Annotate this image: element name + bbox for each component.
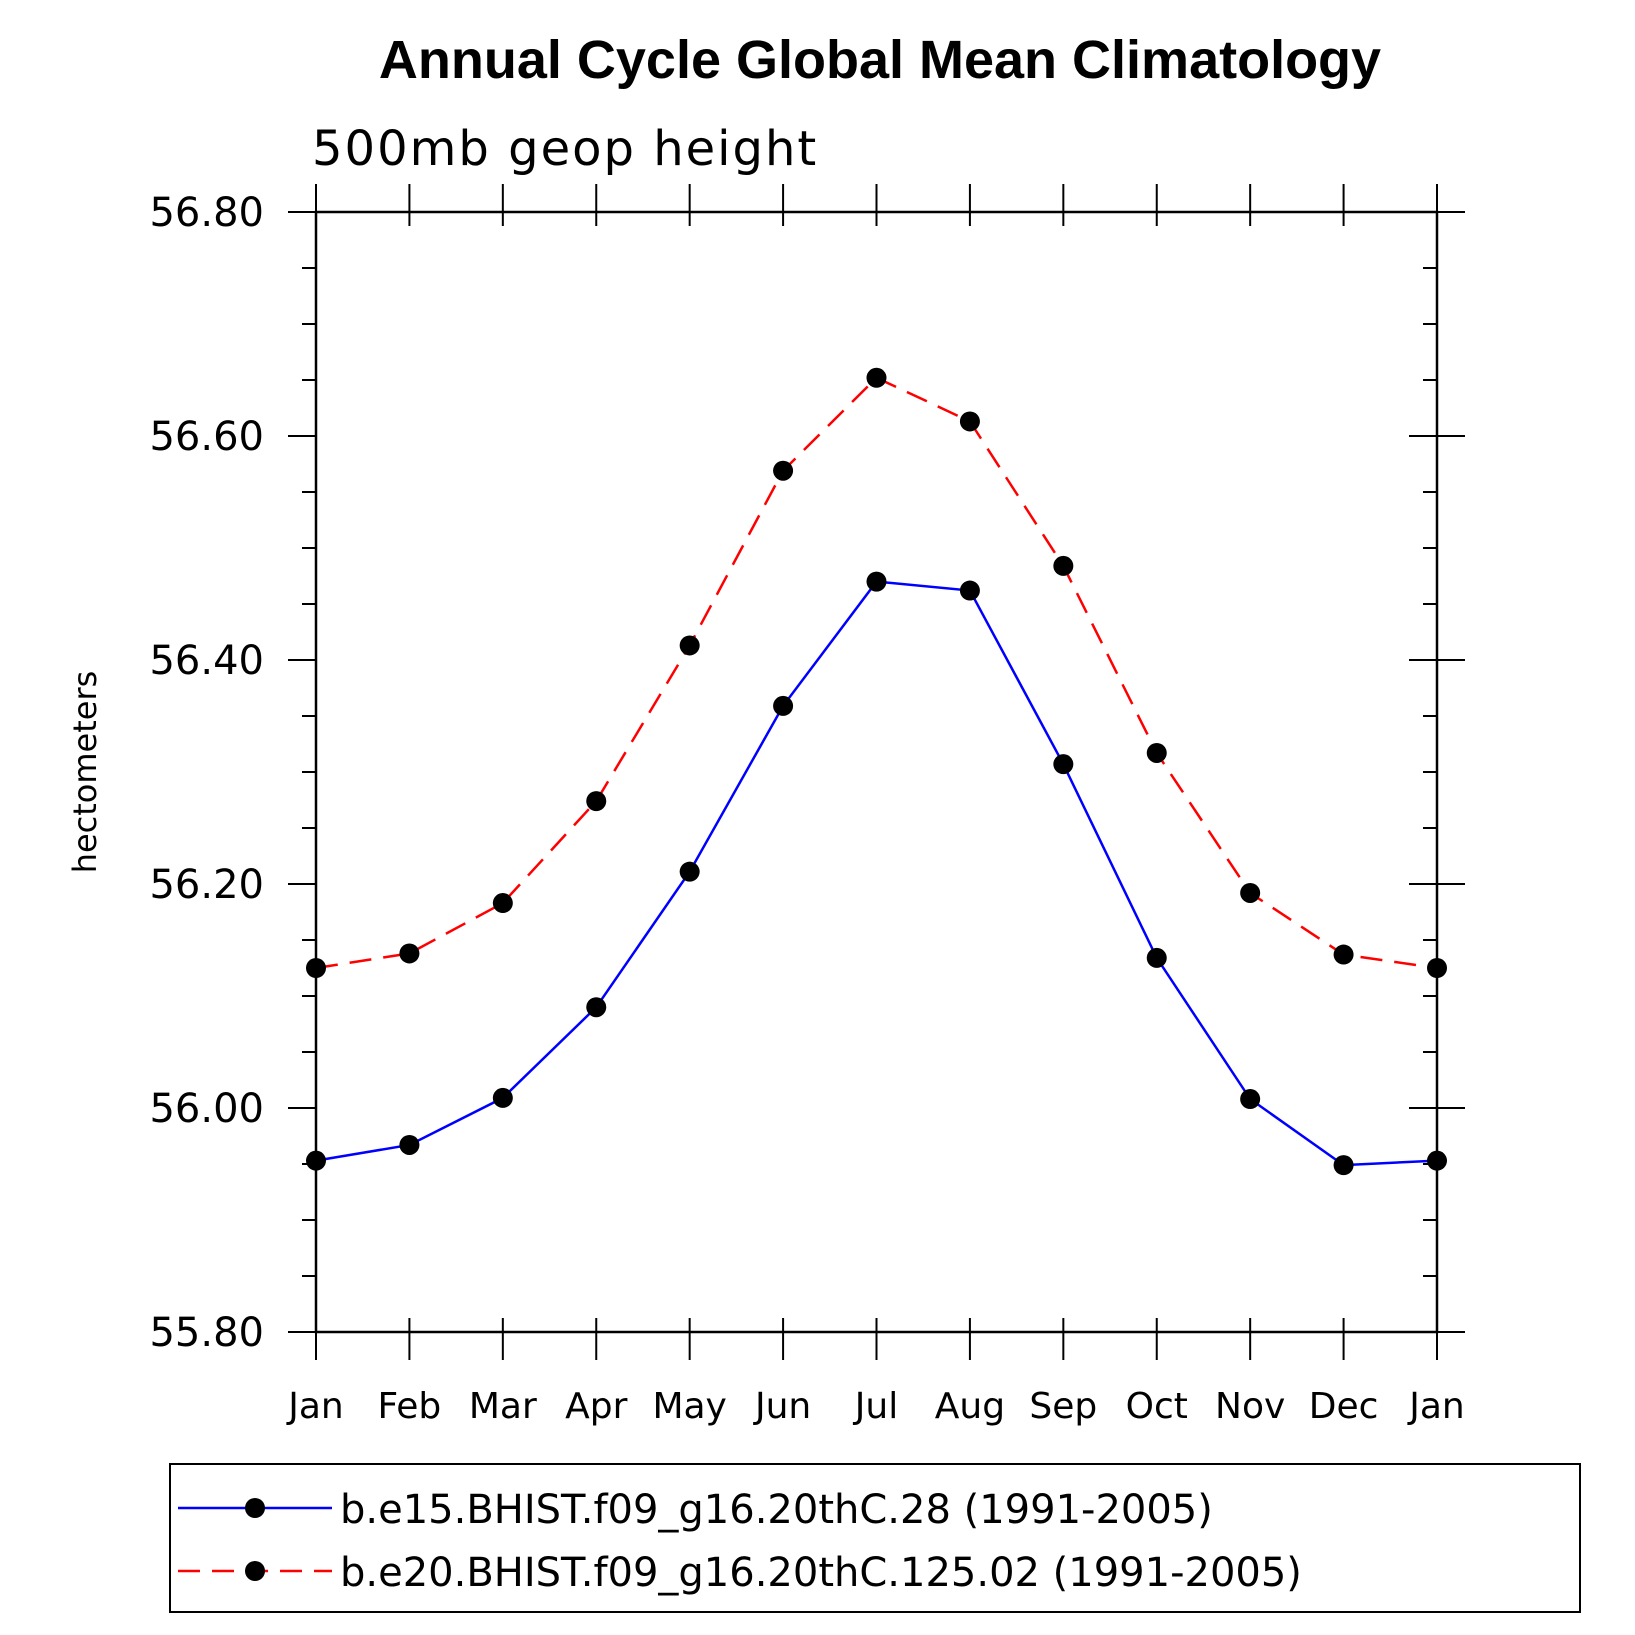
y-tick-label: 56.40 — [149, 638, 264, 684]
y-axis-label: hectometers — [66, 671, 104, 874]
data-point — [959, 580, 980, 601]
series-1 — [306, 571, 1447, 1176]
y-tick-label: 55.80 — [149, 1310, 264, 1356]
x-tick-label: Jul — [853, 1386, 898, 1427]
y-tick-label: 56.80 — [149, 190, 264, 236]
data-point — [959, 411, 980, 432]
data-point — [773, 695, 794, 716]
x-tick-label: Dec — [1309, 1386, 1379, 1427]
data-point — [586, 997, 607, 1018]
data-point — [679, 861, 700, 882]
chart-subtitle: 500mb geop height — [312, 121, 818, 177]
data-point — [1427, 958, 1447, 978]
data-point — [399, 943, 420, 964]
data-point — [306, 1150, 326, 1171]
data-point — [866, 571, 887, 592]
data-point — [866, 367, 887, 388]
x-tick-label: May — [652, 1386, 726, 1427]
data-point — [1146, 742, 1167, 763]
legend-marker-2 — [245, 1561, 265, 1581]
legend-box — [169, 1463, 1581, 1613]
data-point — [1053, 555, 1074, 576]
data-point — [1240, 1089, 1261, 1110]
series-layer — [306, 367, 1447, 1176]
legend-label-1: b.e15.BHIST.f09_g16.20thC.28 (1991-2005) — [340, 1487, 1213, 1533]
x-tick-label: Mar — [469, 1386, 537, 1427]
data-point — [1333, 944, 1354, 965]
y-tick-label: 56.60 — [149, 414, 264, 460]
x-tick-label: Jan — [286, 1386, 344, 1427]
legend-marker-1 — [245, 1498, 265, 1518]
series-2 — [306, 367, 1447, 978]
data-point — [586, 791, 607, 812]
x-tick-label: Jun — [753, 1386, 811, 1427]
x-tick-label: Aug — [935, 1386, 1005, 1427]
data-point — [306, 958, 326, 978]
data-point — [1240, 882, 1261, 903]
data-point — [773, 460, 794, 481]
chart-title: Annual Cycle Global Mean Climatology — [379, 30, 1381, 90]
x-tick-label: Jan — [1407, 1386, 1465, 1427]
legend: b.e15.BHIST.f09_g16.20thC.28 (1991-2005)… — [169, 1463, 1581, 1613]
data-point — [492, 893, 513, 914]
series-line — [315, 376, 1438, 970]
x-tick-label: Sep — [1029, 1386, 1097, 1427]
data-point — [399, 1134, 420, 1155]
data-point — [1053, 754, 1074, 775]
legend-label-2: b.e20.BHIST.f09_g16.20thC.125.02 (1991-2… — [340, 1550, 1302, 1596]
data-point — [1333, 1155, 1354, 1176]
x-tick-label: Apr — [565, 1386, 627, 1427]
x-tick-label: Feb — [378, 1386, 442, 1427]
axes: 55.80 56.00 56.20 56.40 56.60 56.80 Jan Feb Mar A… — [149, 184, 1465, 1427]
data-point — [679, 635, 700, 656]
data-point — [492, 1087, 513, 1108]
x-tick-label: Oct — [1126, 1386, 1188, 1427]
series-line — [315, 580, 1438, 1167]
x-tick-label: Nov — [1215, 1386, 1285, 1427]
data-point — [1146, 947, 1167, 968]
y-tick-label: 56.20 — [149, 862, 264, 908]
y-tick-label: 56.00 — [149, 1086, 264, 1132]
data-point — [1427, 1150, 1447, 1171]
